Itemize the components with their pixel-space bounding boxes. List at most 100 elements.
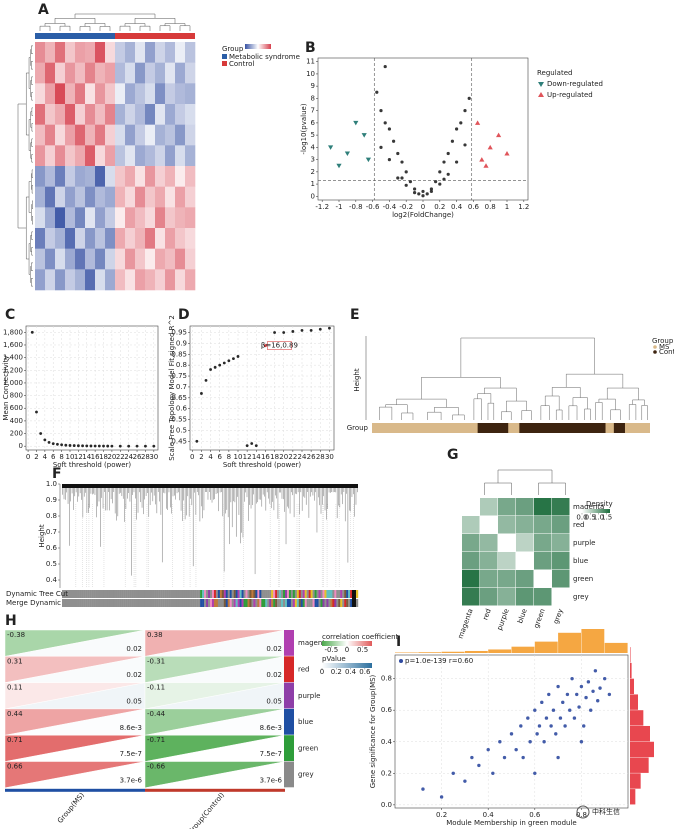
y-tick-label: 5 [311,131,315,139]
corr-label: -0.31 [147,657,165,665]
module-color [125,599,128,607]
module-color [213,599,217,607]
point [467,96,471,100]
y-axis-label: Gene significance for Group(MS) [369,674,377,788]
heatmap-cell [35,42,46,63]
module-color [320,590,323,598]
heatmap-cell [85,186,96,208]
x-tick-label: 14 [252,453,261,461]
module-color [109,599,112,607]
x-tick-label: -0.2 [399,203,413,211]
module-color [146,590,150,598]
module-color [239,599,242,607]
module-color [334,599,337,607]
point [556,684,560,689]
heatmap-cell [185,166,196,187]
module-color [117,590,120,598]
hist-bar [630,789,636,805]
dendrogram-branch [30,142,32,159]
point [76,444,80,448]
module-color [89,599,92,607]
heatmap-cell [135,124,146,146]
point [556,755,560,760]
point [509,732,514,736]
point [565,692,570,697]
legend-label: p=1.0e-139 r=0.60 [405,657,473,665]
module-color [186,599,189,607]
x-tick-label: 24 [298,453,307,461]
module-color [239,590,242,598]
x-tick-label: 28 [141,453,150,461]
module-color [204,599,207,607]
heatmap-cell [165,145,176,167]
module-color [69,590,73,598]
module-color [243,590,246,598]
legend-label: MS [659,343,670,351]
group-bar [372,423,650,433]
heatmap-cell [105,248,116,270]
module-color [63,599,67,607]
heatmap-cell [125,124,136,146]
heatmap-cell [480,588,498,606]
group-bar [519,423,606,433]
heatmap-cell [165,104,176,125]
heatmap-cell [135,248,146,270]
x-tick-label: 0 [421,203,425,211]
hist-bar [581,629,605,653]
annotation: β=16,0.89 [261,342,298,350]
heatmap-cell [55,228,66,249]
heatmap-cell [65,207,76,229]
heatmap-cell [135,166,146,187]
x-tick-label: 16 [261,453,270,461]
module-color [144,599,148,607]
point [291,330,295,333]
x-tick-label: 24 [124,453,133,461]
dendrogram-branch [506,400,527,412]
col-label: red [481,608,492,622]
module-color [109,590,112,598]
heatmap-cell [516,552,534,570]
heatmap-cell [45,42,56,63]
hist-bar [511,646,535,653]
heatmap-cell [65,228,76,249]
module-color [251,599,254,607]
heatmap-cell [175,62,186,84]
module-strip [284,735,294,761]
x-tick-label: 10 [66,453,75,461]
module-color [113,590,116,598]
dendrogram-branch [32,200,33,209]
heatmap-cell [105,269,116,291]
dendrogram-branch [473,398,482,420]
dendrogram-branch [44,23,66,27]
module-color [348,590,351,598]
legend-label: Up-regulated [547,91,593,99]
p-label: 0.05 [266,698,282,706]
dendrogram-branch [641,405,648,420]
p-label: 7.5e-7 [260,750,282,758]
module-color [243,599,246,607]
legend-tick-label: 1.0 [593,514,604,522]
module-color [273,599,276,607]
point [584,695,588,700]
legend-tick-label: 0.5 [357,646,368,654]
point [383,121,387,125]
module-color [296,599,299,607]
heatmap-cell [175,42,186,63]
heatmap-cell [115,83,126,105]
heatmap-cell [480,534,498,552]
heatmap-cell [95,269,106,291]
point [491,771,495,775]
heatmap-cell [95,166,106,187]
module-color [138,590,142,598]
heatmap-cell [35,145,46,167]
point [526,716,530,720]
heatmap-cell [498,588,516,606]
y-tick-label: 0.9 [46,496,57,504]
heatmap-cell [135,228,146,249]
dendrogram-branch [31,76,33,85]
module-color [162,599,165,607]
y-tick-label: 0.5 [176,426,187,434]
point [586,680,591,684]
module-color [154,599,157,607]
